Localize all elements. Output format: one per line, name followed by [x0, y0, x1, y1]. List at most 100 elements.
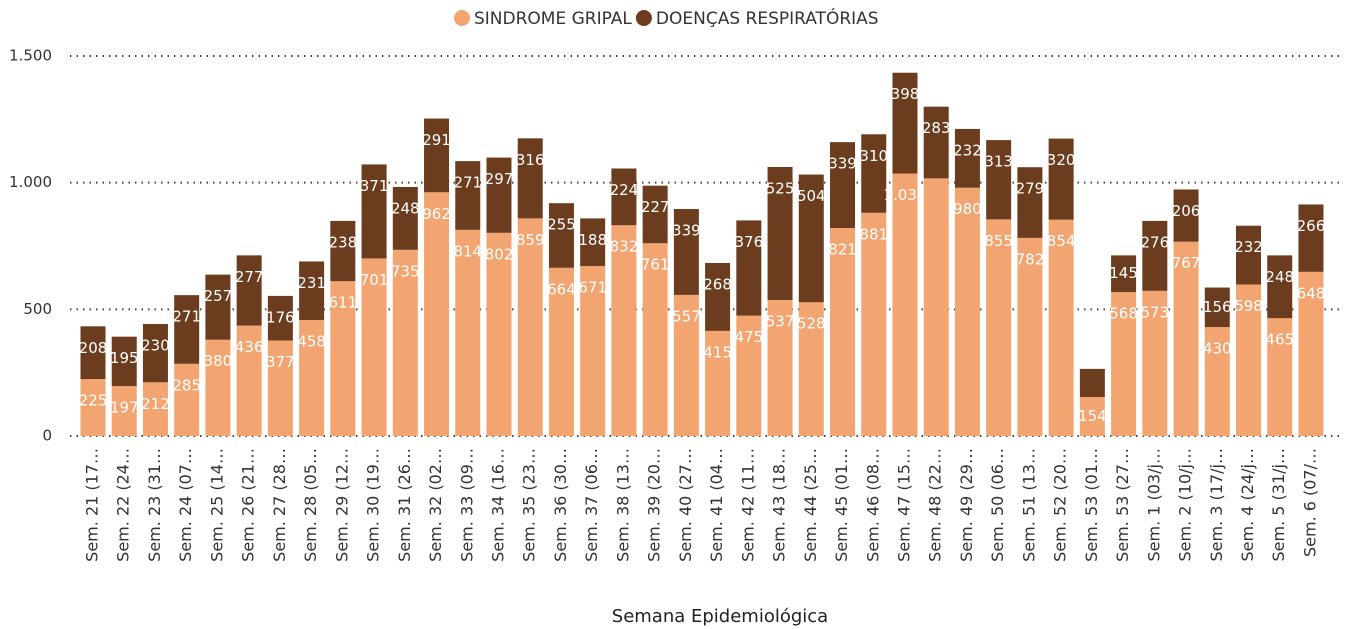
- data-label: 232: [953, 141, 982, 159]
- data-label: 279: [1016, 180, 1045, 198]
- y-tick-label: 0: [42, 427, 52, 445]
- data-label: 465: [1265, 331, 1294, 349]
- data-label: 537: [766, 312, 795, 330]
- data-label: 248: [1265, 268, 1294, 286]
- x-tick-label: Sem. 49 (29…: [957, 448, 976, 562]
- data-label: 227: [641, 198, 670, 216]
- bar-segment: [111, 336, 137, 387]
- x-tick-label: Sem. 24 (07…: [176, 448, 195, 562]
- bar-segment: [1204, 327, 1230, 436]
- data-label: 339: [672, 222, 701, 240]
- data-label: 297: [485, 170, 514, 188]
- x-tick-label: Sem. 27 (28…: [270, 448, 289, 562]
- data-label: 611: [329, 294, 358, 312]
- data-label: 266: [1297, 217, 1326, 235]
- bar-segment: [236, 325, 262, 436]
- bar-segment: [986, 219, 1012, 436]
- x-tick-label: Sem. 30 (19…: [364, 448, 383, 562]
- bar-segment: [174, 295, 200, 364]
- data-label: 188: [578, 231, 607, 249]
- bar-segment: [548, 203, 574, 268]
- y-tick-label: 500: [23, 300, 52, 318]
- bar-segment: [580, 266, 606, 436]
- x-tick-label: Sem. 46 (08…: [863, 448, 882, 562]
- x-tick-label: Sem. 47 (15…: [894, 448, 913, 562]
- legend-marker: [635, 10, 652, 26]
- data-label: 525: [766, 179, 795, 197]
- data-label: 735: [391, 262, 420, 280]
- x-tick-label: Sem. 40 (27…: [676, 448, 695, 562]
- bar-segment: [548, 267, 574, 436]
- data-label: 232: [1234, 238, 1263, 256]
- data-label: 557: [672, 307, 701, 325]
- bar-segment: [705, 262, 731, 331]
- data-label: 371: [360, 177, 389, 195]
- data-label: 310: [859, 147, 888, 165]
- bar-segment: [111, 386, 137, 436]
- bar-segment: [80, 379, 106, 436]
- bar-segment: [361, 164, 387, 259]
- bar-segment: [299, 261, 325, 320]
- bar-segment: [1267, 318, 1293, 436]
- bar-segment: [80, 326, 106, 379]
- x-tick-label: Sem. 44 (25…: [801, 448, 820, 562]
- x-tick-label: Sem. 31 (26…: [395, 448, 414, 562]
- bar-segment: [424, 118, 450, 193]
- bar-segment: [205, 339, 231, 436]
- data-label: 854: [1047, 232, 1076, 250]
- data-label: 206: [1172, 202, 1201, 220]
- bar-segment: [205, 274, 231, 340]
- x-tick-label: Sem. 4 (24/j…: [1238, 448, 1257, 561]
- bar-segment: [611, 225, 637, 436]
- bar-segment: [611, 168, 637, 226]
- x-tick-label: Sem. 3 (17/j…: [1207, 448, 1226, 561]
- x-tick-label: Sem. 33 (09…: [457, 448, 476, 562]
- bar-segment: [673, 294, 699, 436]
- data-label: 271: [453, 174, 482, 192]
- data-label: 268: [703, 275, 732, 293]
- bar-segment: [142, 324, 168, 383]
- data-label: 436: [235, 338, 264, 356]
- data-label: 980: [953, 200, 982, 218]
- bar-segment: [892, 72, 918, 174]
- bar-segment: [486, 232, 512, 436]
- data-label: 283: [922, 119, 951, 137]
- x-tick-label: Sem. 6 (07/…: [1300, 448, 1319, 557]
- bar-segment: [455, 229, 481, 436]
- data-label: 197: [110, 399, 139, 417]
- bar-segment: [1048, 219, 1074, 436]
- bar-segment: [1048, 138, 1074, 220]
- bar-segment: [361, 258, 387, 436]
- bar-segment: [1017, 167, 1043, 238]
- data-label: 277: [235, 268, 264, 286]
- data-label: 377: [266, 353, 295, 371]
- data-label: 814: [453, 242, 482, 260]
- data-label: 212: [141, 395, 170, 413]
- x-tick-label: Sem. 5 (31/j…: [1269, 448, 1288, 561]
- bar-segment: [798, 302, 824, 436]
- data-label: 248: [391, 199, 420, 217]
- data-label: 859: [516, 231, 545, 249]
- data-label: 504: [797, 187, 826, 205]
- x-tick-label: Sem. 36 (30…: [551, 448, 570, 562]
- data-label: 458: [297, 332, 326, 350]
- bar-segment: [923, 178, 949, 437]
- x-tick-label: Sem. 28 (05…: [301, 448, 320, 562]
- x-tick-label: Sem. 51 (13…: [1019, 448, 1038, 562]
- data-label: 802: [485, 245, 514, 263]
- data-label: 528: [797, 315, 826, 333]
- bar-segment: [736, 315, 762, 436]
- x-tick-label: Sem. 1 (03/j…: [1144, 448, 1163, 561]
- data-label: 598: [1234, 297, 1263, 315]
- bar-segment: [798, 174, 824, 303]
- bar-segment: [267, 340, 293, 436]
- data-label: 224: [610, 181, 639, 199]
- bar-segment: [236, 255, 262, 326]
- x-tick-label: Sem. 50 (06…: [988, 448, 1007, 562]
- data-label: 767: [1172, 254, 1201, 272]
- data-label: 285: [172, 376, 201, 394]
- data-label: 195: [110, 349, 139, 367]
- y-tick-label: 1.000: [9, 173, 52, 191]
- x-tick-label: Sem. 52 (20…: [1051, 448, 1070, 562]
- bar-segment: [642, 243, 668, 436]
